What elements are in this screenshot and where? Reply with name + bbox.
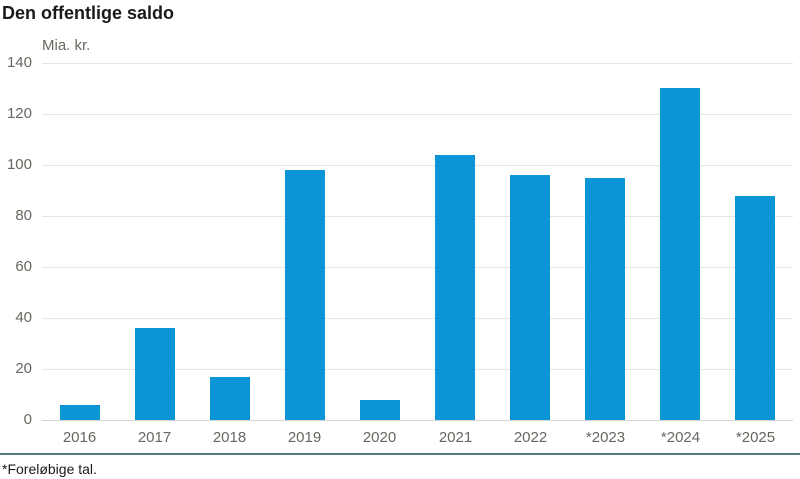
x-tick-label: *2023 xyxy=(585,429,626,446)
y-tick-label: 80 xyxy=(15,207,32,224)
bar-2024 xyxy=(660,88,700,420)
bar-2025 xyxy=(735,196,775,420)
gridline xyxy=(42,165,793,166)
y-tick-label: 0 xyxy=(23,411,32,428)
footnote: *Foreløbige tal. xyxy=(2,461,97,477)
x-tick-label: 2017 xyxy=(137,429,172,446)
x-axis-baseline xyxy=(42,420,793,421)
y-tick-label: 120 xyxy=(6,105,32,122)
y-tick-label: 40 xyxy=(15,309,32,326)
gridline xyxy=(42,267,793,268)
y-tick-label: 100 xyxy=(6,156,32,173)
gridline xyxy=(42,216,793,217)
y-tick-label: 20 xyxy=(15,360,32,377)
x-tick-label: 2016 xyxy=(62,429,97,446)
gridline xyxy=(42,318,793,319)
gridline xyxy=(42,369,793,370)
x-tick-label: 2020 xyxy=(362,429,397,446)
gridline xyxy=(42,114,793,115)
x-tick-label: *2025 xyxy=(735,429,776,446)
bar-2016 xyxy=(60,405,100,420)
y-tick-label: 140 xyxy=(6,54,32,71)
bar-2019 xyxy=(285,170,325,420)
x-tick-label: *2024 xyxy=(660,429,701,446)
y-tick-label: 60 xyxy=(15,258,32,275)
chart-title: Den offentlige saldo xyxy=(2,3,175,23)
y-axis-unit-label: Mia. kr. xyxy=(42,37,91,54)
x-tick-label: 2019 xyxy=(287,429,322,446)
bar-2023 xyxy=(585,178,625,420)
bar-2017 xyxy=(135,328,175,420)
x-tick-label: 2018 xyxy=(212,429,247,446)
bar-2021 xyxy=(435,155,475,420)
bar-2022 xyxy=(510,175,550,420)
bar-2020 xyxy=(360,400,400,420)
x-tick-label: 2022 xyxy=(513,429,548,446)
x-tick-label: 2021 xyxy=(438,429,473,446)
bar-2018 xyxy=(210,377,250,420)
footer-separator-line xyxy=(0,453,800,455)
gridline xyxy=(42,63,793,64)
